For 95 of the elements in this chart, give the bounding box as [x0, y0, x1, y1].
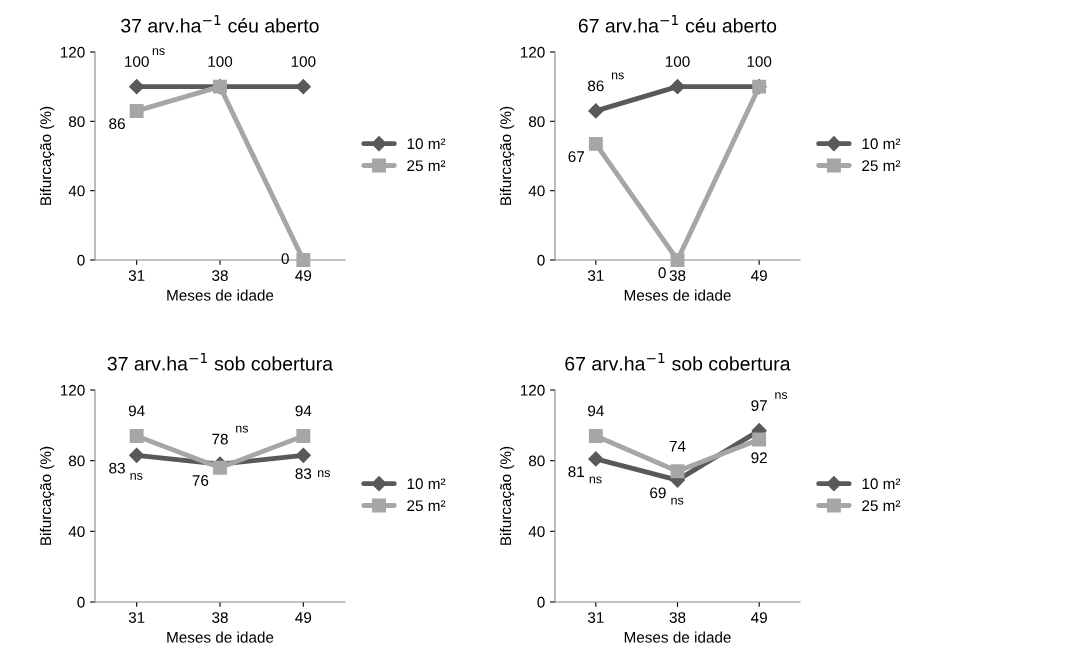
data-label: 83	[109, 462, 125, 474]
legend-label: 10 m²	[407, 478, 446, 490]
legend-label: 25 m²	[407, 160, 446, 172]
y-tick-label: 40	[528, 526, 545, 538]
x-tick-label: 49	[295, 270, 312, 281]
legend-label: 25 m²	[862, 160, 901, 172]
point	[588, 103, 604, 119]
y-tick-label: 0	[537, 596, 545, 608]
data-label: 100	[291, 56, 316, 67]
y-tick-label: 0	[537, 254, 545, 266]
data-label: 76	[192, 475, 209, 486]
point	[752, 432, 767, 447]
data-label: 86	[588, 80, 604, 92]
x-tick-label: 49	[751, 612, 767, 623]
data-label: 100	[665, 56, 690, 67]
point	[213, 460, 227, 475]
legend-label: 25 m²	[407, 500, 446, 512]
y-tick-label: 80	[528, 455, 545, 467]
x-tick-label: 31	[128, 612, 145, 623]
point	[129, 428, 144, 443]
x-tick-label: 49	[751, 270, 767, 281]
point	[129, 79, 145, 95]
x-tick-label: 38	[212, 270, 228, 281]
legend-label: 10 m²	[862, 138, 901, 150]
data-label: 86	[109, 118, 125, 130]
data-label: 78	[212, 433, 228, 445]
legend-label: 10 m²	[407, 138, 446, 150]
y-tick-label: 0	[77, 596, 85, 608]
point	[129, 447, 145, 463]
x-axis-title: Meses de idade	[624, 289, 731, 301]
chart-title: 67 arv.ha$^{−1}$ céu aberto	[578, 15, 777, 33]
x-tick-label: 38	[669, 612, 686, 623]
annotation: ns	[130, 472, 143, 480]
x-tick-label: 38	[212, 612, 228, 623]
data-label: 100	[208, 56, 233, 67]
y-axis-title: Bifurcação (%)	[39, 446, 55, 545]
annotation: ns	[589, 476, 602, 484]
y-tick-label: 120	[60, 46, 85, 58]
point	[588, 428, 603, 443]
data-label: 92	[751, 452, 767, 464]
y-tick-label: 80	[528, 116, 545, 128]
annotation: ns	[671, 497, 684, 505]
legend-label: 10 m²	[862, 478, 901, 490]
annotation: ns	[152, 48, 165, 56]
legend-label: 25 m²	[862, 500, 901, 512]
chart-title: 67 arv.ha$^{−1}$ sob cobertura	[565, 353, 791, 371]
y-axis-title: Bifurcação (%)	[499, 446, 515, 545]
y-axis-title: Bifurcação (%)	[39, 106, 55, 205]
data-label: 67	[568, 151, 584, 163]
data-label: 100	[125, 56, 149, 67]
point	[295, 79, 311, 95]
chart-title: 37 arv.ha$^{−1}$ sob cobertura	[107, 353, 333, 371]
y-axis-title: Bifurcação (%)	[499, 106, 515, 205]
y-tick-label: 80	[68, 116, 85, 128]
x-tick-label: 31	[587, 612, 604, 623]
data-label: 0	[658, 267, 666, 279]
y-tick-label: 40	[528, 185, 545, 197]
point	[670, 464, 685, 479]
data-label: 94	[295, 405, 312, 417]
point	[670, 253, 685, 267]
data-label: 94	[588, 405, 604, 417]
x-axis-title: Meses de idade	[167, 631, 274, 643]
point	[296, 253, 311, 267]
data-label: 81	[568, 466, 584, 478]
x-tick-label: 31	[587, 270, 604, 281]
data-label: 97	[751, 400, 767, 411]
y-tick-label: 0	[77, 254, 85, 266]
point	[295, 447, 311, 463]
annotation: ns	[236, 425, 249, 433]
chart-title: 37 arv.ha$^{−1}$ céu aberto	[121, 15, 319, 33]
x-axis-title: Meses de idade	[624, 631, 731, 643]
y-tick-label: 120	[520, 384, 545, 396]
annotation: ns	[318, 470, 330, 478]
data-label: 94	[128, 405, 145, 417]
x-tick-label: 49	[295, 612, 312, 623]
y-tick-label: 80	[68, 455, 85, 467]
data-label: 83	[295, 468, 312, 480]
x-tick-label: 38	[669, 270, 686, 281]
point	[588, 451, 604, 467]
point	[296, 428, 311, 443]
data-label: 74	[669, 440, 686, 452]
data-label: 0	[281, 253, 289, 265]
annotation: ns	[611, 72, 624, 80]
annotation: ns	[775, 392, 788, 399]
point	[129, 103, 144, 118]
data-label: 100	[747, 56, 772, 67]
x-axis-title: Meses de idade	[167, 289, 274, 301]
point	[669, 79, 686, 95]
y-tick-label: 120	[520, 46, 545, 58]
x-tick-label: 31	[128, 270, 145, 281]
data-label: 69	[650, 487, 666, 499]
y-tick-label: 40	[68, 526, 85, 538]
y-tick-label: 40	[68, 185, 85, 197]
point	[588, 136, 603, 151]
y-tick-label: 120	[60, 384, 85, 396]
